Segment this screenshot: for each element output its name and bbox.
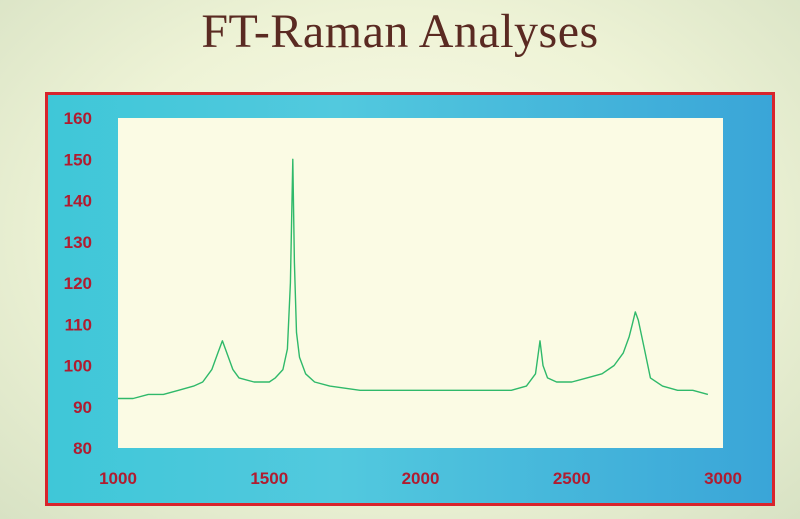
x-tick-label: 3000 — [704, 469, 742, 488]
y-tick-label: 160 — [64, 109, 92, 128]
series-line — [118, 158, 709, 400]
y-tick-label: 100 — [64, 357, 92, 376]
x-tick-label: 2000 — [402, 469, 440, 488]
y-tick-label: 130 — [64, 233, 92, 252]
slide-title: FT-Raman Analyses — [201, 5, 599, 58]
y-tick-label: 80 — [73, 439, 92, 458]
plot-area — [118, 118, 723, 448]
x-tick-label: 1000 — [99, 469, 137, 488]
y-tick-label: 140 — [64, 192, 92, 211]
y-tick-label: 120 — [64, 274, 92, 293]
y-tick-label: 110 — [65, 315, 92, 334]
x-tick-label: 2500 — [553, 469, 591, 488]
y-tick-label: 90 — [73, 398, 92, 417]
y-tick-label: 150 — [64, 150, 92, 169]
x-tick-label: 1500 — [250, 469, 288, 488]
